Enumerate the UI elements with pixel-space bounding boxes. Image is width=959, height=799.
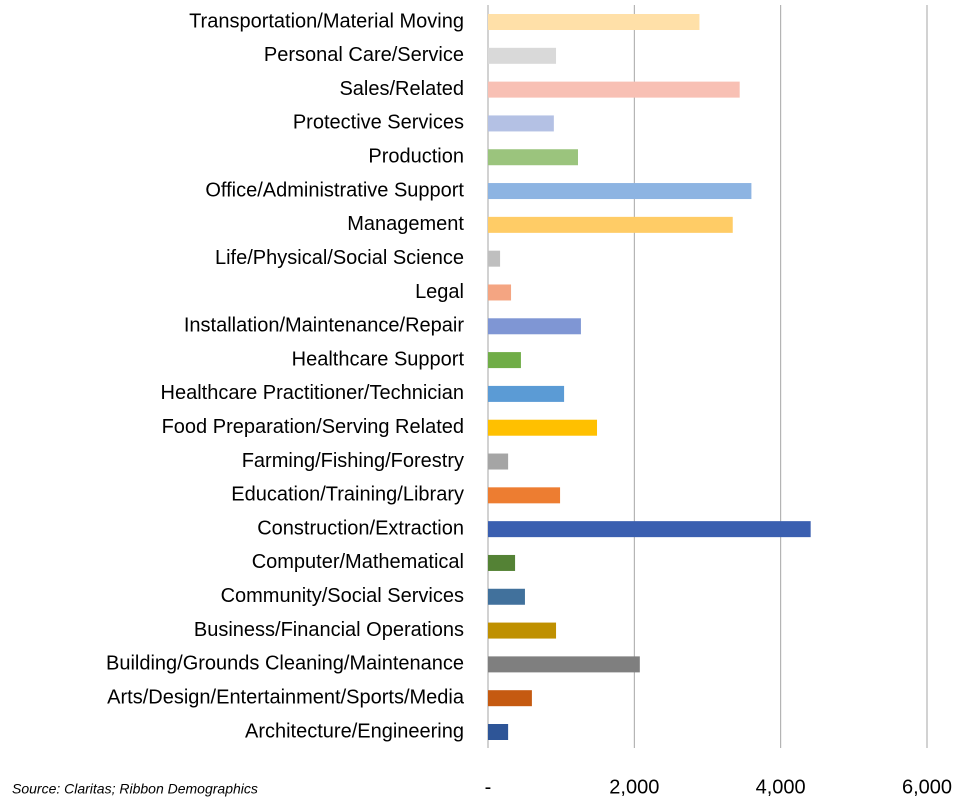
y-tick-label: Sales/Related bbox=[339, 78, 464, 100]
bar bbox=[488, 216, 733, 233]
bar bbox=[488, 622, 557, 639]
y-tick-label: Architecture/Engineering bbox=[245, 720, 464, 742]
bar bbox=[488, 588, 525, 605]
bar bbox=[488, 453, 509, 470]
bar bbox=[488, 656, 640, 673]
y-tick-label: Protective Services bbox=[293, 112, 464, 134]
bar bbox=[488, 352, 521, 369]
y-tick-label: Life/Physical/Social Science bbox=[215, 247, 464, 269]
y-tick-label: Building/Grounds Cleaning/Maintenance bbox=[106, 653, 464, 675]
bar bbox=[488, 318, 581, 335]
source-note: Source: Claritas; Ribbon Demographics bbox=[12, 781, 258, 797]
bar bbox=[488, 149, 578, 166]
y-tick-label: Office/Administrative Support bbox=[205, 179, 464, 201]
x-tick-label: 4,000 bbox=[756, 776, 806, 798]
y-tick-label: Community/Social Services bbox=[221, 585, 464, 607]
bar bbox=[488, 81, 740, 98]
bar bbox=[488, 385, 565, 402]
bar bbox=[488, 47, 557, 64]
y-tick-label: Healthcare Support bbox=[292, 348, 465, 370]
y-tick-label: Food Preparation/Serving Related bbox=[162, 416, 464, 438]
bar bbox=[488, 419, 598, 436]
y-tick-label: Installation/Maintenance/Repair bbox=[184, 315, 465, 337]
y-tick-label: Production bbox=[368, 146, 464, 168]
x-tick-label: 6,000 bbox=[902, 776, 952, 798]
y-tick-label: Healthcare Practitioner/Technician bbox=[161, 382, 465, 404]
y-tick-label: Business/Financial Operations bbox=[194, 619, 464, 641]
bar bbox=[488, 521, 811, 538]
y-tick-label: Construction/Extraction bbox=[257, 517, 464, 539]
bar bbox=[488, 690, 532, 707]
bar bbox=[488, 250, 501, 267]
y-tick-label: Farming/Fishing/Forestry bbox=[242, 450, 464, 472]
x-tick-label: - bbox=[485, 776, 492, 798]
y-tick-label: Transportation/Material Moving bbox=[189, 10, 464, 32]
bar bbox=[488, 14, 700, 30]
bar bbox=[488, 115, 554, 132]
y-tick-label: Arts/Design/Entertainment/Sports/Media bbox=[107, 686, 465, 708]
y-tick-label: Management bbox=[347, 213, 464, 235]
bar bbox=[488, 284, 512, 301]
bar bbox=[488, 554, 516, 571]
bar bbox=[488, 183, 752, 200]
bar bbox=[488, 487, 561, 504]
bar bbox=[488, 724, 509, 740]
y-tick-label: Personal Care/Service bbox=[264, 44, 464, 66]
x-tick-label: 2,000 bbox=[609, 776, 659, 798]
y-tick-label: Computer/Mathematical bbox=[252, 551, 464, 573]
y-tick-label: Legal bbox=[415, 281, 464, 303]
y-tick-label: Education/Training/Library bbox=[231, 484, 464, 506]
